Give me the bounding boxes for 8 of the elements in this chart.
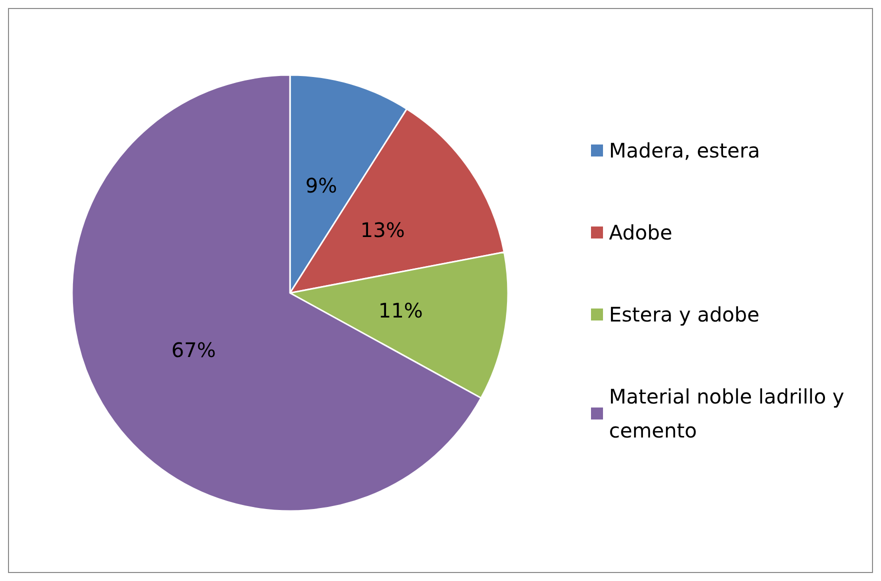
data-label: 67% [171,338,216,362]
legend-label: Estera y adobe [609,302,760,326]
legend-label: Adobe [609,220,672,244]
data-label: 11% [378,298,423,323]
data-label: 9% [305,173,338,198]
legend-label: Material noble ladrillo y cemento [609,384,851,442]
data-label: 13% [360,218,405,242]
legend-label: Madera, estera [609,138,760,162]
